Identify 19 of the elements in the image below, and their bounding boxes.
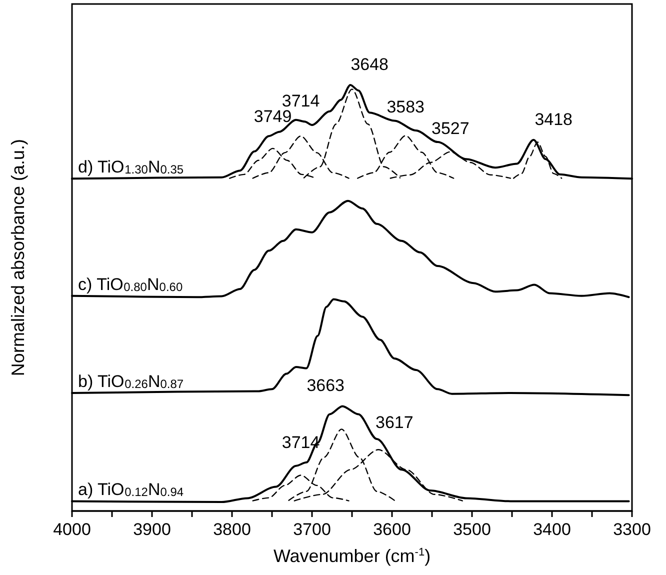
annotation: 3418 [534,110,573,129]
x-tick-label: 3400 [533,520,571,539]
series-label: c) TiO0.80N0.60 [78,274,183,294]
x-tick-label: 3600 [373,520,411,539]
x-tick-label: 3900 [133,520,171,539]
annotation: 3527 [431,118,470,138]
annotation: 3617 [375,412,414,432]
x-tick-label: 3500 [453,520,491,539]
series-label: b) TiO0.26N0.87 [78,372,184,391]
series-label: d) TiO1.30N0.35 [78,158,184,177]
series-label: a) TiO0.12N0.94 [78,480,184,500]
annotation: 3648 [350,54,389,74]
x-tick-label: 4000 [53,520,91,539]
y-axis-title: Normalized absorbance (a.u.) [8,138,28,376]
annotation: 3663 [306,376,345,396]
x-tick-label: 3800 [213,520,251,539]
x-tick-label: 3700 [293,520,331,539]
annotation: 3583 [386,98,425,117]
x-tick-label: 3300 [613,520,651,539]
